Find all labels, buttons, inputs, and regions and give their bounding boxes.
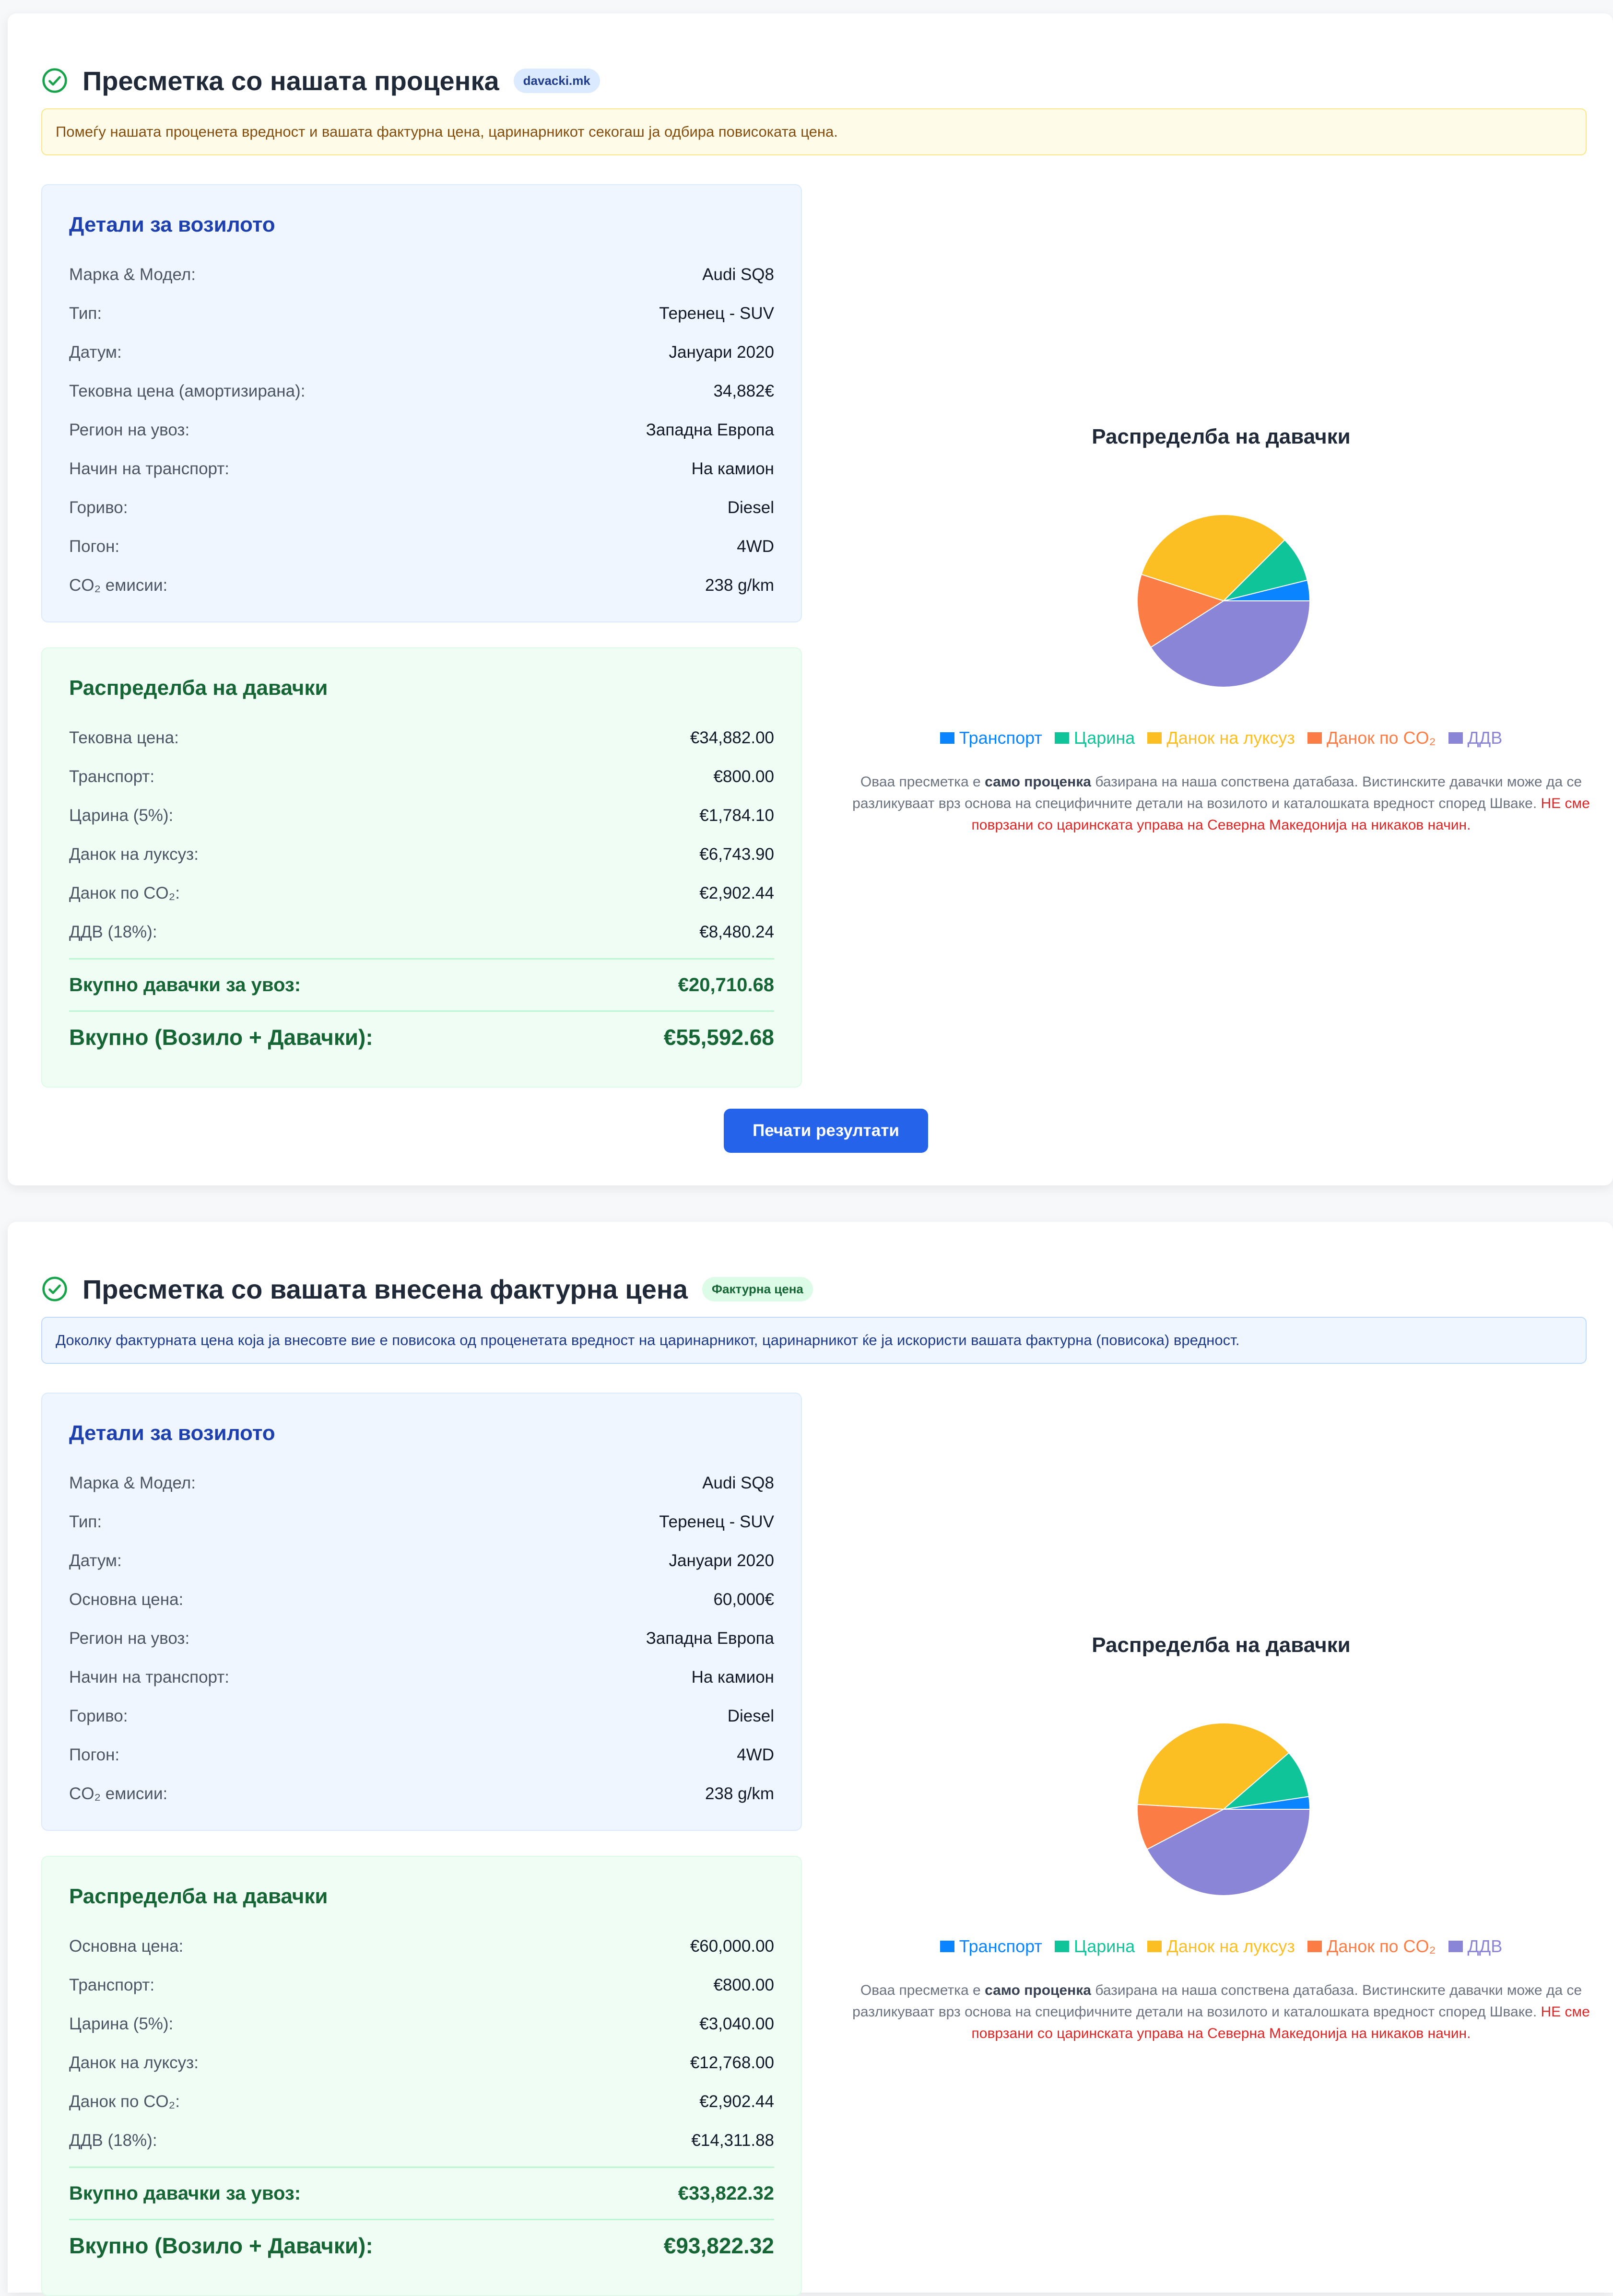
legend-item-transport[interactable]: Транспорт [940, 1936, 1042, 1956]
panel-title: Детали за возилото [69, 213, 275, 236]
section-header: Пресметка со вашата внесена фактурна цен… [41, 1260, 813, 1318]
fee-row: Данок по CO₂: €2,902.44 [69, 2092, 774, 2111]
chart-title: Распределба на давачки [1092, 425, 1351, 448]
legend-item-vat[interactable]: ДДВ [1448, 728, 1502, 748]
detail-row: Марка & Модел: Audi SQ8 [69, 265, 774, 284]
pie-slice-customs[interactable] [1222, 539, 1308, 602]
estimate-card: Пресметка со нашата проценка davacki.mk … [8, 13, 1613, 1185]
section-title: Пресметка со нашата проценка [82, 65, 499, 96]
check-circle-icon [42, 68, 67, 93]
grand-total-row: Вкупно (Возило + Давачки): €55,592.68 [69, 1010, 774, 1063]
fee-row: Данок по CO₂: €2,902.44 [69, 883, 774, 902]
pie-slice-luxury[interactable] [1137, 1722, 1290, 1810]
fees-pie-chart [1137, 1722, 1311, 1896]
panel-title: Детали за возилото [69, 1421, 275, 1445]
pie-slice-vat[interactable] [1150, 600, 1311, 688]
legend-item-co2[interactable]: Данок по CO₂ [1307, 1936, 1436, 1956]
legend-item-luxury[interactable]: Данок на луксуз [1147, 1936, 1295, 1956]
legend-item-transport[interactable]: Транспорт [940, 728, 1042, 748]
fee-row: Основна цена: €60,000.00 [69, 1936, 774, 1956]
legend-item-customs[interactable]: Царина [1054, 728, 1135, 748]
detail-row: Погон: 4WD [69, 1745, 774, 1764]
detail-row: Регион на увоз: Западна Европа [69, 420, 774, 439]
fee-row: Транспорт: €800.00 [69, 1975, 774, 1994]
fee-row: Данок на луксуз: €6,743.90 [69, 844, 774, 864]
invoice-card: Пресметка со вашата внесена фактурна цен… [8, 1222, 1613, 2296]
chart-title: Распределба на давачки [1092, 1633, 1351, 1657]
pie-slice-luxury[interactable] [1141, 514, 1285, 602]
legend-item-customs[interactable]: Царина [1054, 1936, 1135, 1956]
pie-slice-co2[interactable] [1137, 1804, 1225, 1850]
detail-row: Начин на транспорт: На камион [69, 459, 774, 478]
detail-row: Марка & Модел: Audi SQ8 [69, 1473, 774, 1492]
detail-row: Регион на увоз: Западна Европа [69, 1628, 774, 1648]
detail-row: Датум: Јануари 2020 [69, 342, 774, 362]
fee-row: Царина (5%): €3,040.00 [69, 2014, 774, 2033]
pie-slice-co2[interactable] [1137, 574, 1225, 648]
chart-legend: Транспорт Царина Данок на луксуз Данок п… [823, 728, 1613, 748]
check-circle-icon [42, 1277, 67, 1301]
disclaimer-text: Оваа пресметка е само проценка базирана … [852, 1982, 1590, 2041]
fees-pie-chart [1137, 514, 1311, 688]
panel-title: Распределба на давачки [69, 1885, 328, 1908]
panel-title: Распределба на давачки [69, 676, 328, 700]
pie-slice-vat[interactable] [1146, 1809, 1311, 1896]
info-notice: Помеѓу нашата проценета вредност и вашат… [41, 108, 1587, 155]
fee-row: Царина (5%): €1,784.10 [69, 806, 774, 825]
detail-row: Тип: Теренец - SUV [69, 1512, 774, 1531]
info-notice: Доколку фактурната цена која ја внесовте… [41, 1317, 1587, 1364]
detail-row: Гориво: Diesel [69, 1706, 774, 1725]
fees-breakdown-panel: Распределба на давачки Тековна цена: €34,… [41, 647, 802, 1088]
fee-row: Данок на луксуз: €12,768.00 [69, 2053, 774, 2072]
detail-row: Основна цена: 60,000€ [69, 1590, 774, 1609]
section-title: Пресметка со вашата внесена фактурна цен… [82, 1274, 688, 1304]
fees-breakdown-panel: Распределба на давачки Основна цена: €60,… [41, 1856, 802, 2296]
pie-slice-customs[interactable] [1222, 1752, 1310, 1810]
detail-row: Датум: Јануари 2020 [69, 1551, 774, 1570]
fee-row: ДДВ (18%): €14,311.88 [69, 2131, 774, 2150]
detail-row: Начин на транспорт: На камион [69, 1667, 774, 1687]
detail-row: Гориво: Diesel [69, 498, 774, 517]
detail-row: Погон: 4WD [69, 537, 774, 556]
legend-item-co2[interactable]: Данок по CO₂ [1307, 728, 1436, 748]
detail-row: CO₂ емисии: 238 g/km [69, 575, 774, 595]
print-results-button[interactable]: Печати резултати [724, 1109, 928, 1153]
source-badge: davacki.mk [513, 68, 600, 93]
fee-row: Транспорт: €800.00 [69, 767, 774, 786]
legend-item-luxury[interactable]: Данок на луксуз [1147, 728, 1295, 748]
detail-row: Тековна цена (амортизирана): 34,882€ [69, 381, 774, 400]
disclaimer-text: Оваа пресметка е само проценка базирана … [852, 774, 1590, 833]
total-duties-row: Вкупно давачки за увоз: €33,822.32 [69, 2167, 774, 2219]
grand-total-row: Вкупно (Возило + Давачки): €93,822.32 [69, 2219, 774, 2271]
vehicle-details-panel: Детали за возилото Марка & Модел: Audi SQ… [41, 184, 802, 622]
detail-row: CO₂ емисии: 238 g/km [69, 1784, 774, 1803]
total-duties-row: Вкупно давачки за увоз: €20,710.68 [69, 958, 774, 1010]
section-header: Пресметка со нашата проценка davacki.mk [41, 52, 600, 109]
fee-row: ДДВ (18%): €8,480.24 [69, 922, 774, 941]
fee-row: Тековна цена: €34,882.00 [69, 728, 774, 747]
legend-item-vat[interactable]: ДДВ [1448, 1936, 1502, 1956]
chart-legend: Транспорт Царина Данок на луксуз Данок п… [823, 1936, 1613, 1956]
invoice-badge: Фактурна цена [702, 1277, 813, 1301]
detail-row: Тип: Теренец - SUV [69, 304, 774, 323]
vehicle-details-panel: Детали за возилото Марка & Модел: Audi SQ… [41, 1393, 802, 1831]
